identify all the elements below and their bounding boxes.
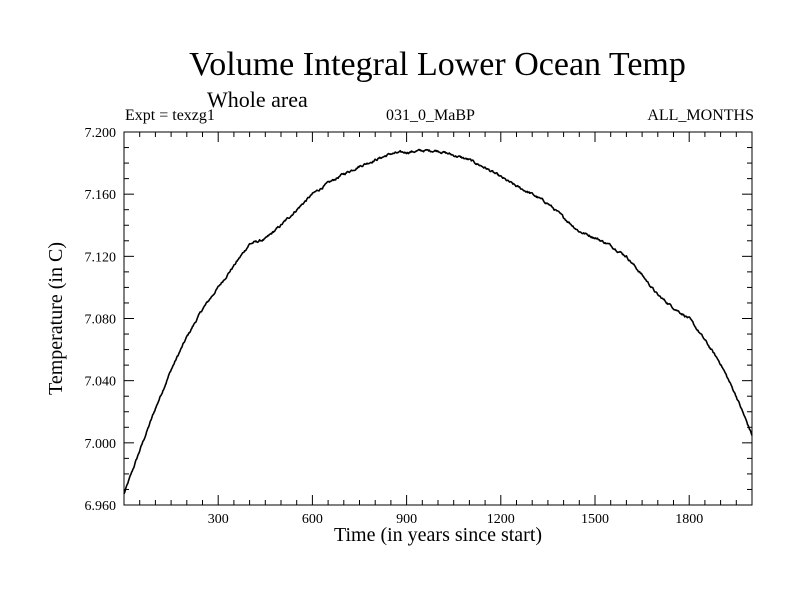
x-tick-label: 1500 — [581, 512, 609, 527]
y-tick-label: 7.160 — [85, 188, 117, 203]
chart-title: Volume Integral Lower Ocean Temp — [189, 46, 686, 83]
x-tick-label: 600 — [302, 512, 323, 527]
x-tick-label: 300 — [208, 512, 229, 527]
y-tick-label: 7.200 — [85, 126, 117, 141]
y-tick-label: 7.040 — [85, 375, 117, 390]
x-tick-label: 1200 — [487, 512, 515, 527]
y-axis-label: Temperature (in C) — [45, 242, 67, 395]
period-label: 031_0_MaBP — [386, 107, 475, 124]
y-tick-label: 6.960 — [85, 499, 117, 514]
plot-frame — [123, 131, 753, 506]
y-tick-label: 7.120 — [85, 250, 117, 265]
tick-group: 300 600 900 1200 1500 1800 6.960 7.000 7.040 7.08… — [85, 126, 752, 527]
series-layer — [123, 148, 753, 495]
x-axis-label: Time (in years since start) — [334, 524, 542, 546]
y-tick-label: 7.080 — [85, 313, 117, 328]
x-tick-label: 1800 — [675, 512, 703, 527]
chart-subtitle: Whole area — [207, 87, 308, 112]
series-line-texzg1 — [123, 148, 753, 495]
y-tick-label: 7.000 — [85, 437, 117, 452]
months-label: ALL_MONTHS — [647, 107, 754, 124]
experiment-label: Expt = texzg1 — [125, 107, 215, 124]
x-tick-label: 900 — [396, 512, 417, 527]
